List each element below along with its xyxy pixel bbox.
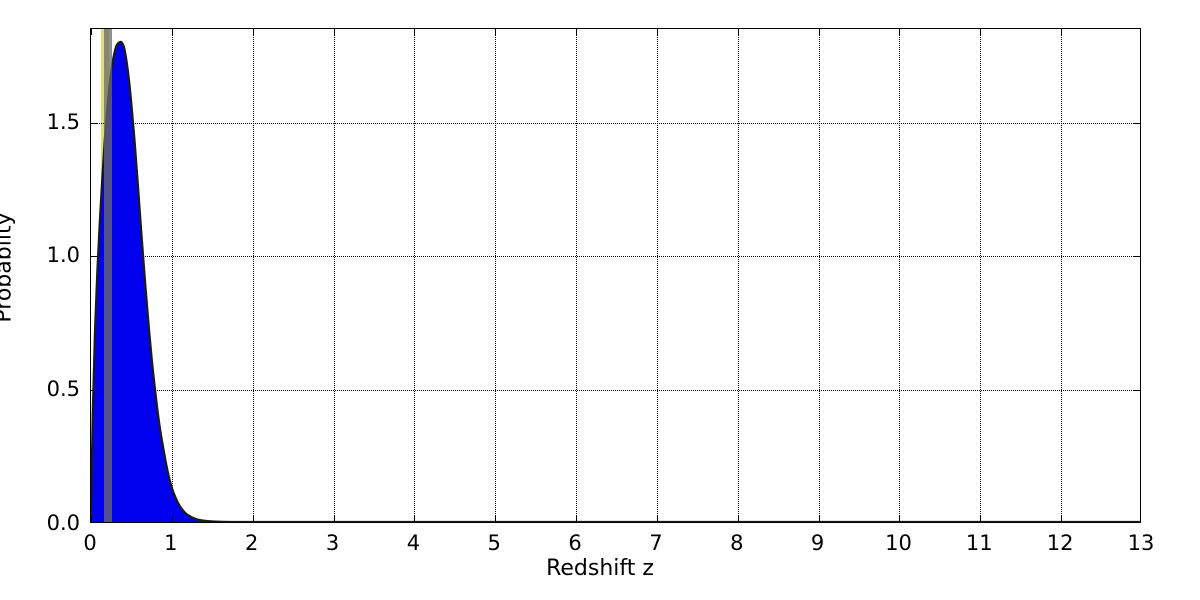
x-tick-label: 4 (406, 531, 421, 555)
x-tick-mark (737, 516, 739, 522)
x-tick-label: 3 (325, 531, 340, 555)
gridline-vertical (818, 29, 820, 522)
x-tick-mark-top (252, 29, 254, 35)
x-tick-label: 0 (83, 531, 97, 555)
y-tick-mark (91, 122, 97, 124)
x-tick-mark-top (980, 29, 982, 35)
y-tick-label: 0.5 (46, 377, 80, 402)
x-tick-mark (656, 516, 658, 522)
plot-area (91, 29, 1140, 522)
gridline-vertical (333, 29, 335, 522)
curve-fill-area (91, 41, 1140, 522)
x-tick-mark (495, 516, 497, 522)
x-tick-mark-top (171, 29, 173, 35)
x-tick-mark-top (414, 29, 416, 35)
probability-curve (91, 29, 1140, 522)
x-tick-mark-top (818, 29, 820, 35)
x-tick-mark-top (495, 29, 497, 35)
x-tick-label: 6 (568, 531, 582, 555)
y-tick-mark (91, 390, 97, 392)
x-tick-label: 8 (730, 531, 744, 555)
x-tick-label: 11 (965, 531, 993, 555)
plot-axes (90, 28, 1141, 523)
y-tick-mark-right (1134, 256, 1140, 258)
gridline-horizontal (91, 390, 1140, 392)
x-tick-mark-top (899, 29, 901, 35)
x-tick-label: 7 (649, 531, 663, 555)
x-tick-mark-top (576, 29, 578, 35)
x-axis-label: Redshift z (546, 556, 654, 581)
curve-outline (91, 42, 1140, 522)
x-tick-label: 1 (164, 531, 178, 555)
x-tick-mark-top (91, 29, 92, 35)
y-tick-label: 1.0 (46, 243, 80, 268)
x-tick-label: 13 (1127, 531, 1155, 555)
gridline-vertical (576, 29, 578, 522)
x-tick-mark-top (333, 29, 335, 35)
x-tick-label: 12 (1046, 531, 1074, 555)
x-tick-mark (1061, 516, 1063, 522)
x-tick-mark-top (1061, 29, 1063, 35)
x-tick-mark (171, 516, 173, 522)
gridline-vertical (495, 29, 497, 522)
gray-band (103, 29, 112, 522)
gridline-vertical (252, 29, 254, 522)
x-tick-mark (818, 516, 820, 522)
x-tick-mark (576, 516, 578, 522)
y-tick-label: 1.5 (46, 109, 80, 134)
y-tick-mark-right (1134, 122, 1140, 124)
x-tick-mark (333, 516, 335, 522)
x-tick-mark (980, 516, 982, 522)
gridline-vertical (899, 29, 901, 522)
gridline-horizontal (91, 256, 1140, 258)
x-tick-mark (899, 516, 901, 522)
x-tick-mark-top (656, 29, 658, 35)
x-tick-mark (252, 516, 254, 522)
x-tick-label: 2 (245, 531, 259, 555)
y-tick-mark (91, 256, 97, 258)
x-tick-mark (414, 516, 416, 522)
y-axis-label: Probablity (0, 212, 17, 323)
x-tick-label: 10 (885, 531, 912, 555)
gridline-vertical (171, 29, 173, 522)
x-tick-label: 9 (810, 531, 825, 555)
x-tick-mark (91, 516, 92, 522)
y-tick-mark-right (1134, 390, 1140, 392)
gridline-vertical (980, 29, 982, 522)
gridline-vertical (656, 29, 658, 522)
x-tick-mark-top (737, 29, 739, 35)
gridline-vertical (1061, 29, 1063, 522)
y-tick-label: 0.0 (46, 511, 80, 535)
x-tick-label: 5 (487, 531, 501, 555)
gridline-vertical (414, 29, 416, 522)
gridline-vertical (737, 29, 739, 522)
gridline-horizontal (91, 122, 1140, 124)
